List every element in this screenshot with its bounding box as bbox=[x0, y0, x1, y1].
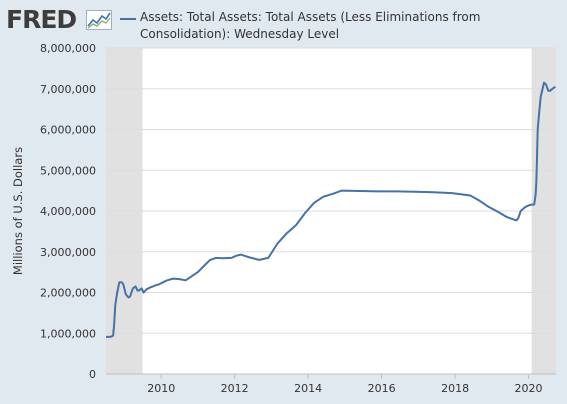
header: FRED Assets: Total Assets: Total Assets … bbox=[0, 0, 567, 48]
legend: Assets: Total Assets: Total Assets (Less… bbox=[120, 9, 550, 45]
y-tick-label: 3,000,000 bbox=[40, 246, 96, 259]
x-tick-label: 2018 bbox=[441, 382, 469, 395]
y-tick-label: 7,000,000 bbox=[40, 83, 96, 96]
x-tick-label: 2014 bbox=[294, 382, 322, 395]
y-tick-label: 0 bbox=[89, 368, 96, 381]
x-tick-labels: 2010 2012 2014 2016 2018 2020 bbox=[147, 374, 543, 395]
fred-logo[interactable]: FRED bbox=[6, 6, 116, 34]
legend-swatch bbox=[120, 18, 136, 20]
y-tick-labels: 0 1,000,000 2,000,000 3,000,000 4,000,000 5,0… bbox=[40, 42, 96, 381]
y-tick-label: 2,000,000 bbox=[40, 287, 96, 300]
y-axis-label: Millions of U.S. Dollars bbox=[11, 147, 25, 275]
x-tick-label: 2010 bbox=[147, 382, 175, 395]
y-tick-label: 4,000,000 bbox=[40, 205, 96, 218]
y-tick-label: 5,000,000 bbox=[40, 164, 96, 177]
grid-lines bbox=[106, 47, 556, 375]
x-tick-label: 2020 bbox=[515, 382, 543, 395]
fred-chart-icon bbox=[86, 10, 112, 30]
x-tick-label: 2016 bbox=[368, 382, 396, 395]
y-tick-label: 1,000,000 bbox=[40, 327, 96, 340]
x-tick-label: 2012 bbox=[221, 382, 249, 395]
legend-label: Assets: Total Assets: Total Assets (Less… bbox=[140, 10, 481, 41]
logo-text: FRED bbox=[6, 5, 77, 34]
y-tick-label: 6,000,000 bbox=[40, 124, 96, 137]
series-line bbox=[106, 81, 556, 338]
y-tick-label: 8,000,000 bbox=[40, 42, 96, 55]
